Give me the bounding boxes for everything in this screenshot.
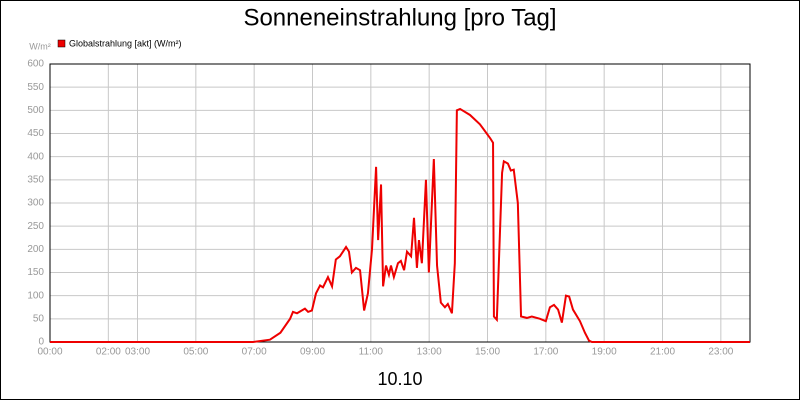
- y-tick-label: 50: [33, 313, 45, 324]
- x-tick-label: 05:00: [183, 347, 208, 358]
- y-tick-label: 100: [27, 290, 44, 301]
- y-tick-label: 150: [27, 267, 44, 278]
- x-tick-label: 17:00: [533, 347, 558, 358]
- x-tick-label: 03:00: [125, 347, 150, 358]
- y-tick-label: 500: [27, 105, 44, 116]
- unit-label: W/m²: [29, 41, 51, 51]
- legend-swatch: [57, 39, 66, 48]
- legend-label: Globalstrahlung [akt] (W/m²): [69, 38, 182, 48]
- y-tick-label: 600: [27, 59, 44, 70]
- x-tick-label: 15:00: [475, 347, 500, 358]
- y-tick-label: 250: [27, 221, 44, 232]
- y-tick-label: 450: [27, 128, 44, 139]
- y-tick-label: 350: [27, 174, 44, 185]
- chart-title: Sonneneinstrahlung [pro Tag]: [243, 4, 556, 31]
- x-axis-label: 10.10: [377, 369, 422, 389]
- x-tick-label: 11:00: [359, 347, 384, 358]
- x-tick-label: 09:00: [300, 347, 325, 358]
- y-tick-label: 400: [27, 151, 44, 162]
- x-tick-label: 19:00: [592, 347, 617, 358]
- x-tick-label: 13:00: [417, 347, 442, 358]
- x-tick-label: 21:00: [650, 347, 675, 358]
- x-tick-label: 07:00: [242, 347, 267, 358]
- x-tick-label: 02:00: [96, 347, 121, 358]
- plot-area: [49, 63, 751, 343]
- y-tick-label: 300: [27, 198, 44, 209]
- x-tick-label: 00:00: [37, 347, 62, 358]
- y-tick-label: 550: [27, 82, 44, 93]
- y-tick-label: 0: [38, 337, 44, 348]
- x-tick-label: 23:00: [708, 347, 733, 358]
- y-tick-label: 200: [27, 244, 44, 255]
- data-line: [50, 107, 750, 343]
